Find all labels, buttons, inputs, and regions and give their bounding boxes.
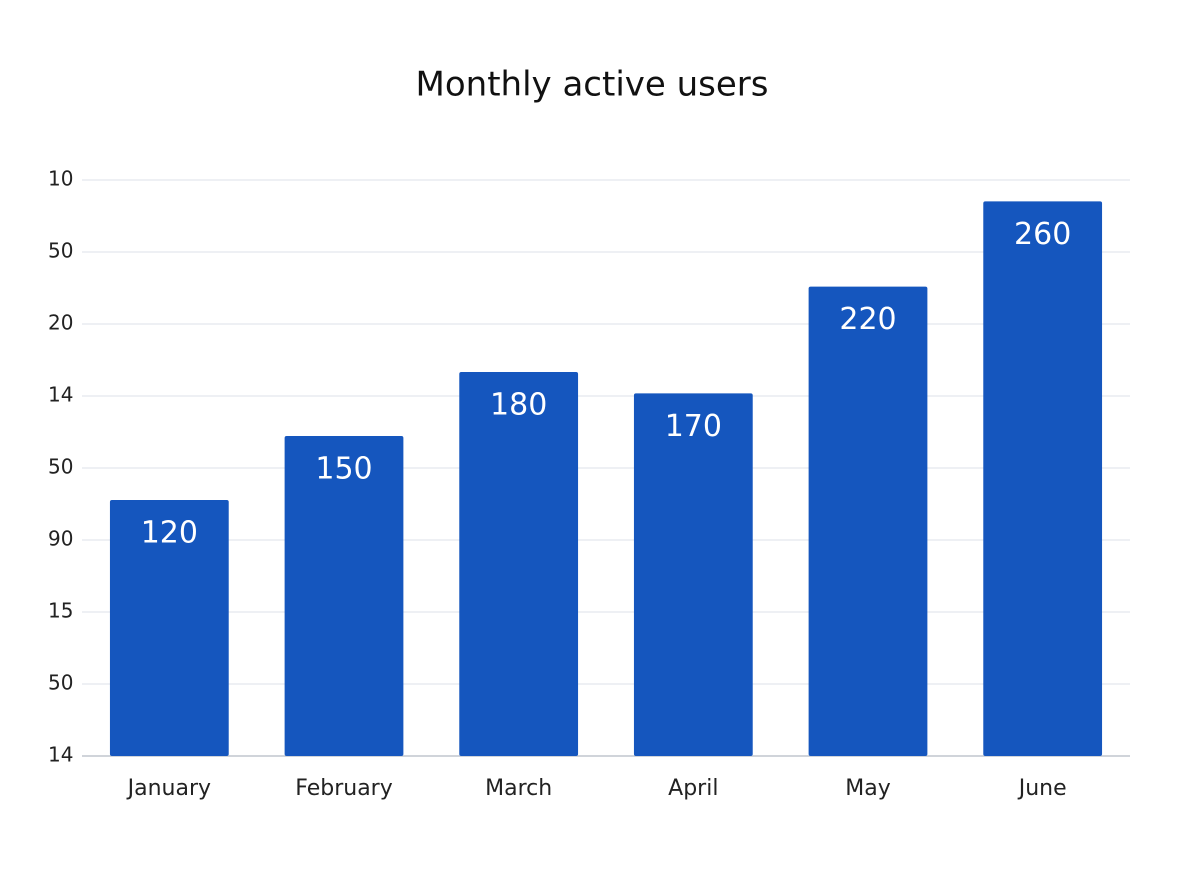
y-axis-label: 15 bbox=[48, 599, 73, 623]
y-axis-label: 20 bbox=[48, 311, 73, 335]
value-label: 150 bbox=[315, 452, 372, 487]
y-axis-label: 10 bbox=[48, 167, 73, 191]
x-tick-label: April bbox=[668, 776, 718, 801]
bar bbox=[808, 286, 928, 756]
x-tick-label: January bbox=[126, 776, 211, 801]
y-axis-label: 14 bbox=[48, 743, 73, 767]
y-axis-label: 14 bbox=[48, 383, 73, 407]
value-label: 260 bbox=[1014, 217, 1071, 252]
value-label: 170 bbox=[665, 409, 722, 444]
y-axis-label: 50 bbox=[48, 239, 73, 263]
bar bbox=[983, 201, 1103, 757]
x-tick-label: March bbox=[485, 776, 552, 801]
y-axis-label: 90 bbox=[48, 527, 73, 551]
bar bbox=[633, 393, 753, 756]
x-tick-label: May bbox=[845, 776, 890, 801]
y-axis-label: 50 bbox=[48, 671, 73, 695]
value-label: 180 bbox=[490, 388, 547, 423]
bar bbox=[459, 372, 579, 756]
value-label: 120 bbox=[141, 516, 198, 551]
bar bbox=[109, 500, 229, 756]
chart-title: Monthly active users bbox=[416, 65, 769, 105]
x-tick-label: February bbox=[295, 776, 393, 801]
y-axis-label: 50 bbox=[48, 455, 73, 479]
value-label: 220 bbox=[839, 302, 896, 337]
bar bbox=[284, 436, 404, 756]
x-tick-label: June bbox=[1017, 776, 1067, 801]
